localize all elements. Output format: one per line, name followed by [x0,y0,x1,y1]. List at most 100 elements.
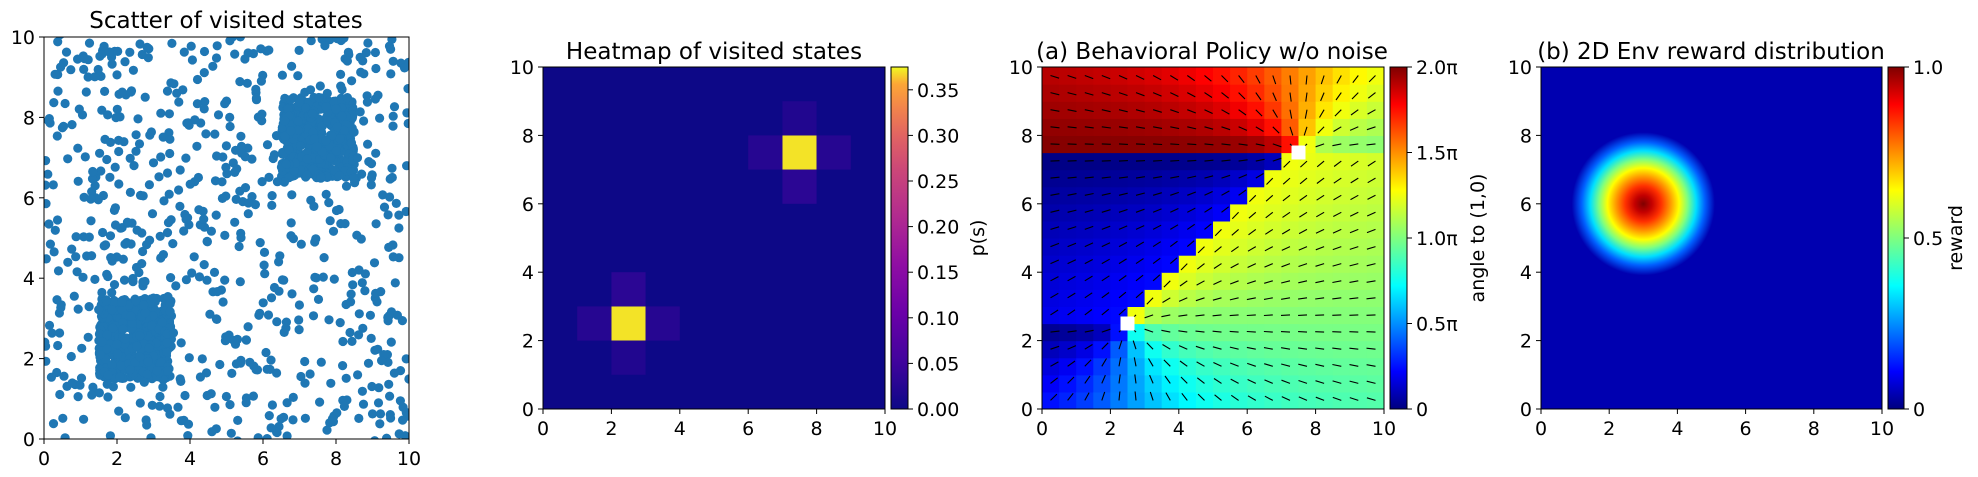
scatter-point [120,334,130,344]
scatter-point [286,231,296,241]
policy-arrow [1212,314,1222,317]
policy-arrow [1332,228,1342,234]
policy-cell [1076,306,1094,325]
policy-cell [1332,186,1351,205]
scatter-point [44,254,51,264]
scatter-point [193,172,203,183]
policy-arrow [1170,159,1180,162]
policy-arrow [1303,126,1308,136]
scatter-point [259,247,270,257]
policy-arrow [1366,397,1376,401]
scatter-point [217,193,227,203]
policy-cell [1178,272,1197,290]
scatter-point [389,368,399,378]
scatter-point [98,227,108,238]
policy-arrow [1162,297,1171,303]
policy-arrow [1281,363,1291,367]
policy-arrow [1204,126,1214,130]
scatter-point [71,232,81,242]
policy-arrow [1186,75,1196,82]
scatter-point [128,277,138,287]
scatter-point [162,338,172,348]
policy-arrow [1118,374,1121,384]
scatter-point [321,136,331,146]
scatter-point [236,141,247,151]
policy-arrow [1281,246,1291,251]
policy-arrow [1118,391,1121,401]
scatter-point [376,287,386,297]
reward-colorbar-label: reward [1945,205,1967,271]
scatter-point [315,81,325,91]
policy-arrow [1230,280,1239,285]
scatter-point [373,344,383,354]
scatter-point [383,210,393,220]
policy-arrow [1265,194,1274,202]
policy-arrow [1333,194,1342,201]
scatter-point [354,330,364,340]
policy-arrow [1351,92,1359,100]
scatter-point [367,381,377,392]
scatter-point [47,328,57,338]
scatter-point [388,111,398,121]
colorbar-tick-label: 0.35 [917,80,959,102]
scatter-point [44,199,51,209]
scatter-point [119,275,130,285]
policy-arrow [1144,328,1154,333]
policy-arrow [1101,374,1106,384]
x-tick-label: 0 [38,448,50,470]
policy-cell [1281,255,1300,273]
policy-arrow [1118,357,1122,367]
policy-cell [1332,118,1351,136]
scatter-point [287,61,297,71]
scatter-point [135,352,145,362]
scatter-point [300,356,310,367]
policy-arrow [1050,309,1059,316]
policy-arrow [1320,75,1325,85]
policy-arrow [1366,347,1376,350]
scatter-point [341,373,351,383]
policy-cell [1213,255,1231,273]
scatter-point [88,166,98,177]
scatter-point [243,322,253,332]
policy-arrow [1367,92,1376,99]
y-tick-label: 8 [1021,125,1033,147]
policy-arrow [1084,392,1090,401]
scatter-point [199,214,209,224]
scatter-point [174,97,184,107]
scatter-point [119,137,129,147]
policy-arrow [1135,258,1144,265]
policy-cell [1349,272,1368,290]
x-tick-label: 8 [1310,418,1322,440]
heatmap-colorbar-ticks: 0.00 0.05 0.10 0.15 0.20 0.25 0.30 0.35 [908,80,959,421]
scatter-point [194,272,205,282]
policy-cell [1264,340,1282,359]
scatter-point [84,232,94,242]
policy-arrow [1152,192,1162,196]
policy-colorbar-label: angle to (1,0) [1467,174,1489,303]
scatter-point [56,303,66,313]
policy-arrow [1135,225,1145,230]
scatter-point [84,302,94,312]
policy-arrow [1366,297,1376,300]
scatter-point [388,121,398,131]
policy-arrow [1118,340,1123,350]
scatter-point [102,379,112,389]
y-tick-label: 2 [23,349,35,371]
policy-arrow [1170,224,1179,230]
policy-arrow [1281,347,1291,350]
scatter-point [218,152,228,162]
policy-arrow [1135,92,1145,97]
policy-arrow [1281,280,1291,284]
scatter-point [206,226,216,236]
scatter-point [235,77,245,87]
policy-arrow [1350,109,1359,116]
policy-arrow [1170,126,1180,130]
policy-arrow [1368,75,1376,83]
policy-arrow [1118,275,1127,282]
scatter-point [58,413,68,423]
policy-arrow [1247,379,1257,384]
policy-arrow [1349,228,1359,234]
scatter-point [202,237,212,247]
policy-arrow [1187,92,1196,98]
policy-arrow [1315,363,1325,367]
